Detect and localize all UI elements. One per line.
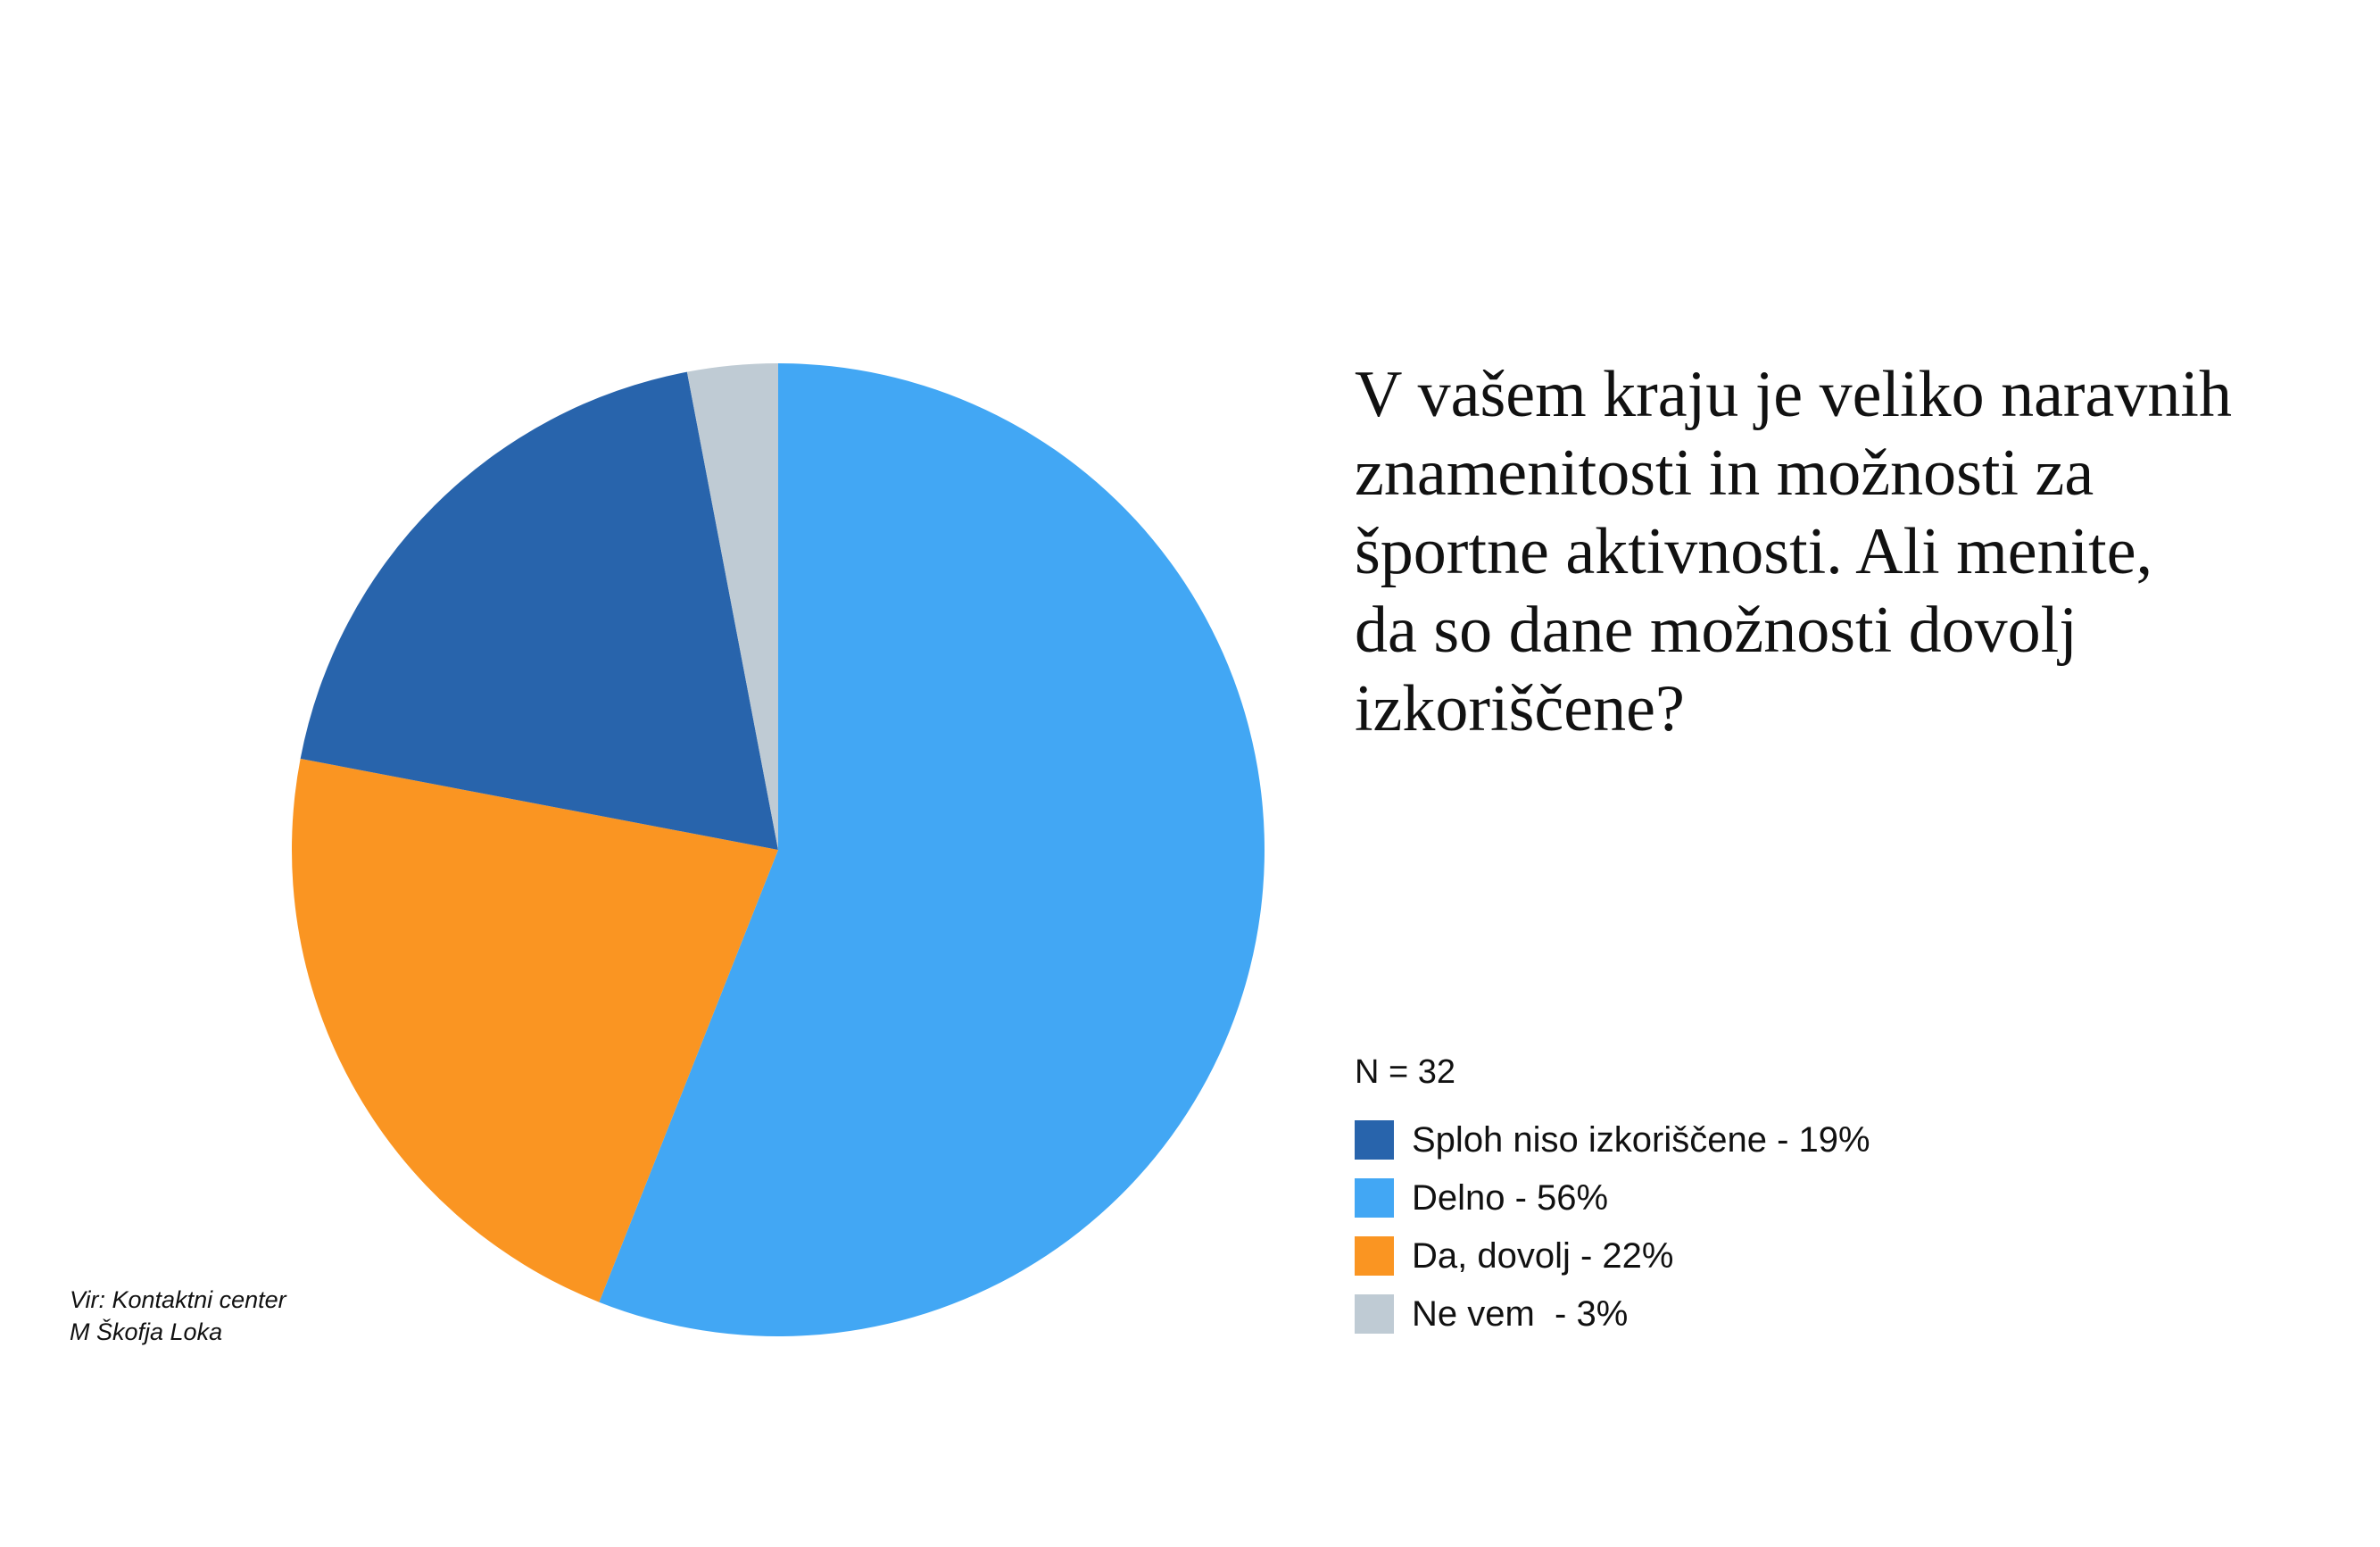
source-line-1: Vir: Kontaktni center — [70, 1286, 286, 1313]
pie-slice-ne-vem — [686, 362, 778, 850]
legend: Sploh niso izkoriščene - 19% Delno - 56%… — [1355, 1120, 1870, 1352]
pie-slices — [291, 362, 1265, 1336]
source-line-2: M Škofja Loka — [70, 1318, 223, 1345]
legend-swatch-sploh-niso — [1355, 1120, 1394, 1160]
source-note: Vir: Kontaktni center M Škofja Loka — [70, 1284, 286, 1348]
pie-slice-delno — [599, 363, 1265, 1336]
legend-swatch-da-dovolj — [1355, 1236, 1394, 1276]
legend-label-sploh-niso: Sploh niso izkoriščene - 19% — [1412, 1119, 1870, 1160]
legend-label-da-dovolj: Da, dovolj - 22% — [1412, 1235, 1674, 1276]
legend-item-da-dovolj: Da, dovolj - 22% — [1355, 1236, 1870, 1276]
legend-swatch-ne-vem — [1355, 1294, 1394, 1334]
chart-title: V vašem kraju je veliko naravnih znameni… — [1355, 358, 2232, 745]
legend-item-ne-vem: Ne vem - 3% — [1355, 1294, 1870, 1334]
legend-item-sploh-niso: Sploh niso izkoriščene - 19% — [1355, 1120, 1870, 1160]
legend-label-delno: Delno - 56% — [1412, 1177, 1609, 1218]
sample-size-label: N = 32 — [1355, 1053, 1456, 1091]
legend-swatch-delno — [1355, 1178, 1394, 1218]
pie-slice-sploh-niso — [300, 371, 778, 850]
legend-item-delno: Delno - 56% — [1355, 1178, 1870, 1218]
pie-slice-da-dovolj — [291, 758, 778, 1302]
legend-label-ne-vem: Ne vem - 3% — [1412, 1293, 1629, 1334]
